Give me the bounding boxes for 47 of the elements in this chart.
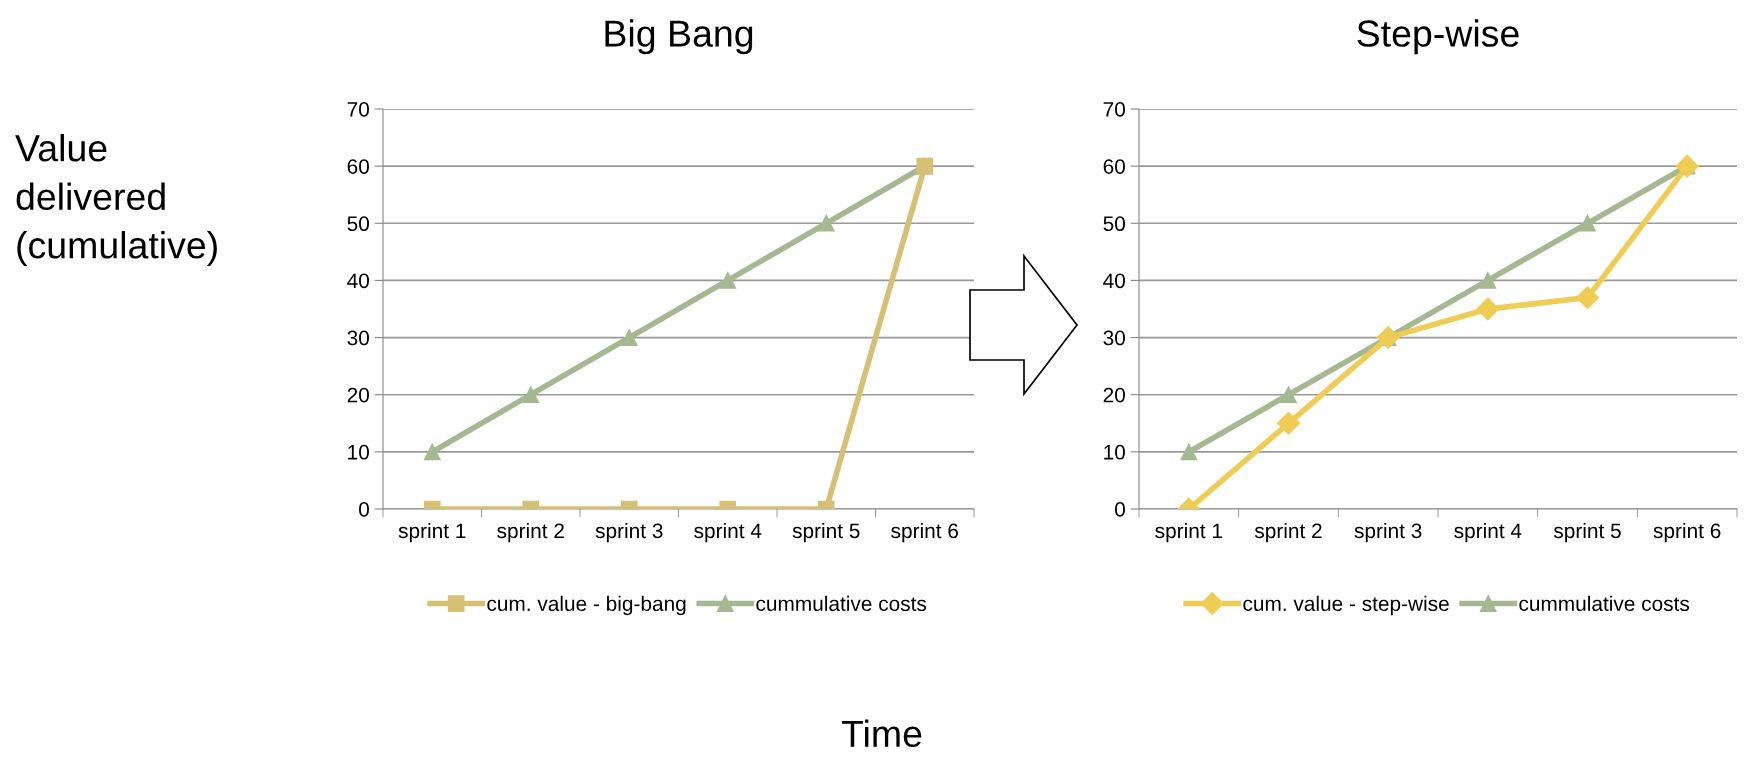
x-tick-label: sprint 6: [891, 522, 958, 543]
x-tick-label: sprint 4: [694, 522, 762, 543]
y-tick-label: 60: [347, 159, 369, 174]
point: [620, 329, 638, 346]
point: [1476, 297, 1500, 321]
x-tick-label: sprint 1: [398, 522, 466, 543]
legend-label: cum. value - big-bang: [487, 595, 686, 616]
chart-title: Step-wise: [1357, 19, 1519, 55]
y-tick-label: 40: [1103, 273, 1125, 289]
x-axis-title: Time: [841, 719, 922, 748]
x-tick-label: sprint 6: [1653, 522, 1721, 543]
x-tick-label: sprint 5: [1553, 522, 1621, 543]
y-tick-label: 10: [1104, 444, 1125, 460]
point: [817, 214, 835, 232]
point: [1180, 443, 1198, 461]
y-axis-title: Value delivered (cumulative): [15, 133, 217, 267]
y-tick-label: 0: [359, 502, 369, 517]
point: [1376, 326, 1400, 350]
x-tick-label: sprint 4: [1454, 522, 1522, 543]
point: [1579, 214, 1596, 232]
legend-label: cum. value - step-wise: [1243, 595, 1449, 616]
x-tick-label: sprint 2: [1254, 522, 1322, 543]
y-tick-label: 50: [347, 216, 369, 232]
y-tick-label: 30: [1103, 330, 1125, 346]
y-tick-label: 70: [347, 102, 369, 117]
y-tick-label: 20: [1103, 387, 1125, 403]
y-tick-label: 30: [347, 330, 369, 346]
y-tick-label: 70: [1103, 102, 1125, 117]
x-tick-label: sprint 3: [595, 522, 663, 543]
x-tick-label: sprint 3: [1354, 522, 1422, 543]
x-tick-label: sprint 1: [1155, 522, 1222, 543]
y-tick-label: 40: [347, 273, 369, 289]
point: [719, 272, 737, 289]
legend-label: cummulative costs: [1519, 595, 1690, 612]
y-tick-label: 20: [347, 387, 369, 403]
x-tick-label: sprint 2: [497, 522, 564, 543]
y-tick-label: 10: [348, 444, 369, 460]
y-tick-label: 50: [1103, 216, 1125, 232]
point: [1576, 286, 1599, 310]
x-tick-label: sprint 5: [792, 522, 860, 543]
point: [1479, 272, 1497, 289]
point: [1280, 386, 1297, 404]
y-tick-label: 0: [1115, 502, 1125, 517]
point: [1277, 411, 1300, 435]
legend-label: cummulative costs: [756, 595, 927, 612]
chart-title: Big Bang: [605, 19, 753, 55]
y-tick-label: 60: [1103, 159, 1125, 174]
